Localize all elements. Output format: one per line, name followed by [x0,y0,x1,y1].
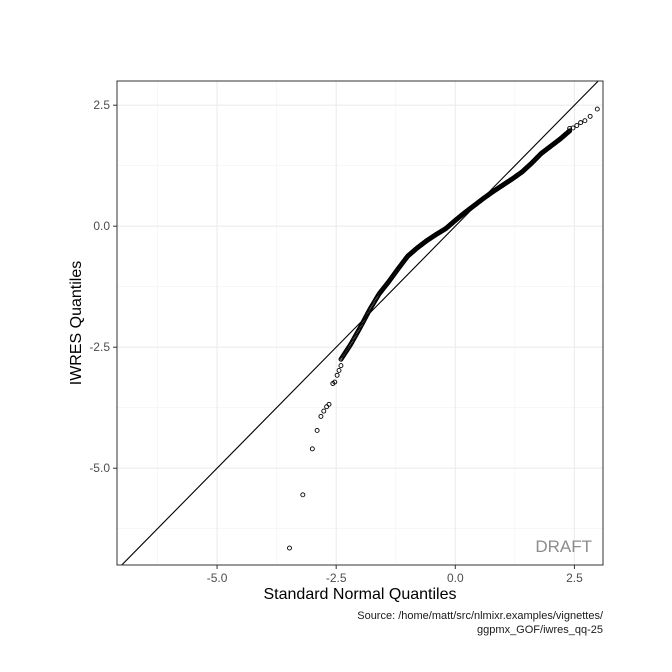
x-axis-title: Standard Normal Quantiles [264,586,457,603]
data-point [567,125,573,131]
data-point [334,372,340,378]
x-axis-ticks: -5.0 -2.5 0.0 2.5 [207,565,583,585]
x-tick-label: -2.5 [326,571,347,585]
data-point [300,492,306,498]
x-tick-label: -5.0 [207,571,228,585]
data-point [318,413,324,419]
source-caption-line-2: ggpmx_GOF/iwres_qq-25 [477,624,603,636]
panel-border [116,80,604,566]
data-point [314,427,320,433]
data-point [587,113,593,119]
data-point [338,363,344,369]
data-point [567,128,573,134]
minor-gridlines [117,81,603,565]
y-tick-label: 0.0 [93,219,110,233]
data-point [332,379,338,385]
y-axis-ticks: 2.5 0.0 -2.5 -5.0 [89,98,117,475]
major-gridlines [117,81,603,565]
data-point [321,408,327,414]
data-point [287,545,292,551]
data-point [566,128,572,134]
data-point [582,118,588,124]
data-points [287,106,600,551]
y-axis-title: IWRES Quantiles [68,261,85,385]
y-tick-label: -5.0 [89,461,110,475]
x-tick-label: 2.5 [566,571,583,585]
source-caption-line-1: Source: /home/matt/src/nlmixr.examples/v… [357,610,604,622]
data-point [570,125,576,131]
draft-watermark: DRAFT [535,537,592,556]
y-tick-label: 2.5 [93,98,110,112]
plot-panel: DRAFT [116,80,604,566]
data-point [336,367,342,373]
data-point [578,120,584,126]
y-tick-label: -2.5 [89,340,110,354]
data-point [326,401,332,407]
data-point [594,106,600,112]
data-point [574,123,580,128]
x-tick-label: 0.0 [447,571,464,585]
data-point [309,446,315,452]
